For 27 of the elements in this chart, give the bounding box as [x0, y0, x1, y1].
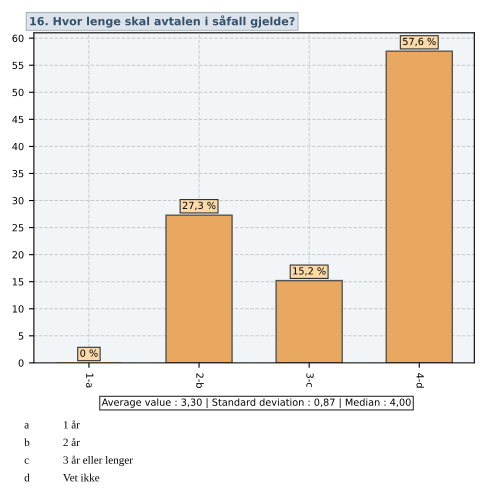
text: b 2 år	[24, 438, 80, 446]
y-tick-label: 60	[12, 34, 24, 42]
text: c 3 år eller lenger	[24, 456, 133, 466]
x-tick-label: 2-b	[196, 373, 204, 388]
text: d Vet ikke	[24, 474, 100, 482]
text: Average value : 3,30 | Standard deviation : 0,87 | Median : 4,00	[102, 398, 411, 408]
y-tick-label: 25	[12, 224, 24, 232]
chart-title: 16. Hvor lenge skal avtalen i såfall gjelde?	[30, 15, 294, 28]
text: a 1 år	[24, 420, 80, 429]
y-tick-label: 55	[12, 62, 24, 70]
data-label: 27,3 %	[182, 202, 216, 210]
y-tick-label: 10	[12, 305, 24, 313]
x-tick-label: 3-c	[306, 373, 314, 388]
data-label: 15,2 %	[293, 267, 326, 276]
y-tick-label: 20	[12, 251, 24, 258]
x-tick-label: 1-a	[86, 374, 94, 388]
y-tick-label: 5	[18, 332, 24, 340]
x-tick-label: 4-d	[416, 373, 424, 388]
y-tick-label: 30	[12, 197, 24, 204]
data-label: 57,6 %	[403, 38, 436, 46]
y-tick-label: 0	[18, 359, 24, 367]
y-tick-label: 40	[12, 142, 24, 150]
y-tick-label: 50	[12, 88, 24, 96]
y-tick-label: 35	[12, 170, 24, 178]
y-tick-label: 45	[12, 116, 24, 124]
y-tick-label: 15	[12, 278, 24, 286]
data-label: 0 %	[80, 349, 98, 357]
